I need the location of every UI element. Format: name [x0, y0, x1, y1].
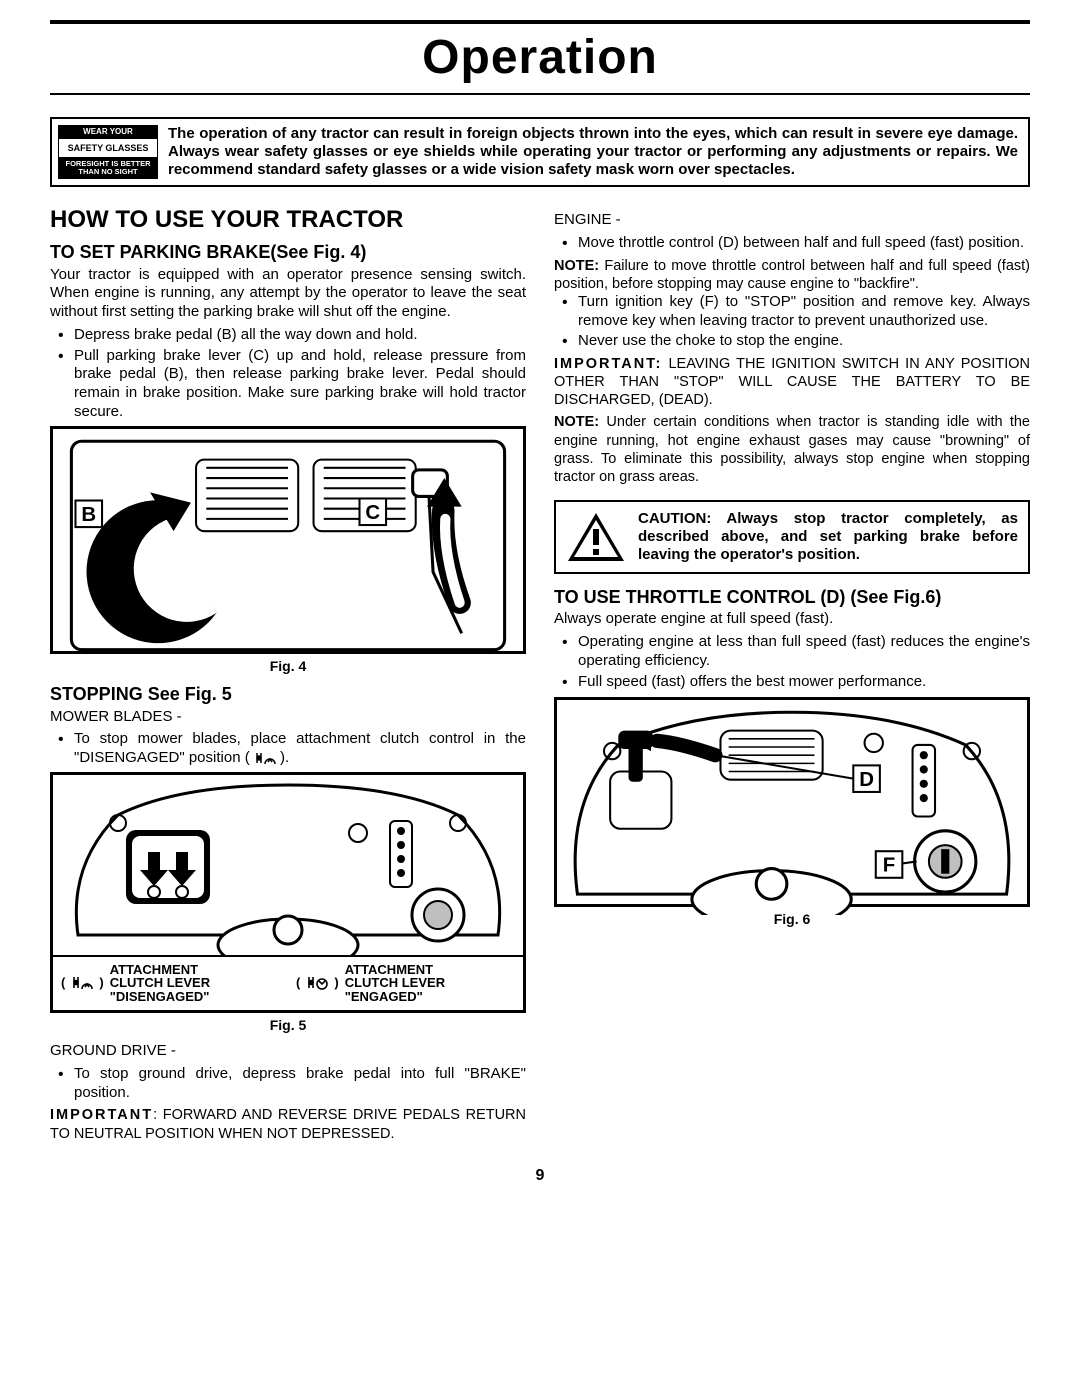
ground-drive-label: GROUND DRIVE - [50, 1042, 526, 1061]
engine-note-text: Failure to move throttle control between… [554, 258, 1030, 292]
fig5-label-right: ( ) ATTACHMENT CLUTCH LEVER "ENGAGED" [288, 957, 523, 1010]
clutch-engaged-icon [306, 974, 328, 992]
throttle-bullets: Operating engine at less than full speed… [554, 633, 1030, 691]
ignition-important: IMPORTANT: LEAVING THE IGNITION SWITCH I… [554, 355, 1030, 409]
throttle-heading: TO USE THROTTLE CONTROL (D) (See Fig.6) [554, 586, 1030, 609]
mower-b1-tail: ). [280, 749, 289, 766]
parking-brake-heading: TO SET PARKING BRAKE(See Fig. 4) [50, 241, 526, 264]
engine-bullets-2: Turn ignition key (F) to "STOP" position… [554, 293, 1030, 351]
important-label: IMPORTANT: [554, 356, 662, 372]
list-item: Move throttle control (D) between half a… [554, 234, 1030, 253]
safety-glasses-badge: WEAR YOUR SAFETY GLASSES FORESIGHT IS BE… [58, 125, 158, 179]
right-column: ENGINE - Move throttle control (D) betwe… [554, 205, 1030, 1143]
stopping-heading: STOPPING See Fig. 5 [50, 683, 526, 706]
clutch-disengaged-icon [71, 974, 93, 992]
browning-note: NOTE: Under certain conditions when trac… [554, 413, 1030, 486]
fig5-left-text: ATTACHMENT CLUTCH LEVER "DISENGAGED" [110, 963, 210, 1004]
list-item: To stop mower blades, place attachment c… [50, 730, 526, 768]
fig4-caption: Fig. 4 [50, 658, 526, 676]
figure-4: B C [50, 426, 526, 654]
fig5-label-left: ( ) ATTACHMENT CLUTCH LEVER "DISENGAGED" [53, 957, 288, 1010]
badge-top: WEAR YOUR [58, 125, 158, 138]
two-column-layout: HOW TO USE YOUR TRACTOR TO SET PARKING B… [50, 205, 1030, 1143]
badge-bot: FORESIGHT IS BETTER THAN NO SIGHT [58, 158, 158, 179]
left-column: HOW TO USE YOUR TRACTOR TO SET PARKING B… [50, 205, 526, 1143]
label-close-paren: ) [99, 975, 103, 991]
mower-blades-label: MOWER BLADES - [50, 708, 526, 727]
safety-text: The operation of any tractor can result … [168, 125, 1018, 179]
fig6-label-f: F [883, 855, 895, 877]
note2-text: Under certain conditions when tractor is… [554, 414, 1030, 484]
list-item: Pull parking brake lever (C) up and hold… [50, 347, 526, 422]
section-heading: HOW TO USE YOUR TRACTOR [50, 205, 526, 235]
figure-6: D F [554, 697, 1030, 907]
fig6-caption: Fig. 6 [554, 911, 1030, 929]
fig4-label-b: B [81, 503, 96, 525]
fig5-caption: Fig. 5 [50, 1017, 526, 1035]
list-item: To stop ground drive, depress brake peda… [50, 1065, 526, 1103]
parking-intro: Your tractor is equipped with an operato… [50, 266, 526, 322]
list-item: Full speed (fast) offers the best mower … [554, 673, 1030, 692]
t: "ENGAGED" [345, 989, 423, 1004]
label-close-paren: ) [334, 975, 338, 991]
list-item: Never use the choke to stop the engine. [554, 332, 1030, 351]
fig5-right-text: ATTACHMENT CLUTCH LEVER "ENGAGED" [345, 963, 445, 1004]
safety-warning-box: WEAR YOUR SAFETY GLASSES FORESIGHT IS BE… [50, 117, 1030, 187]
fig6-label-d: D [859, 769, 874, 791]
mower-bullets: To stop mower blades, place attachment c… [50, 730, 526, 768]
figure-5: ( ) ATTACHMENT CLUTCH LEVER "DISENGAGED" [50, 772, 526, 1013]
page-title: Operation [50, 30, 1030, 85]
ground-important: IMPORTANT: FORWARD AND REVERSE DRIVE PED… [50, 1106, 526, 1142]
fig4-svg: B C [53, 429, 523, 662]
clutch-disengaged-icon [254, 750, 276, 766]
fig4-label-c: C [365, 501, 380, 523]
list-item: Turn ignition key (F) to "STOP" position… [554, 293, 1030, 331]
t: "DISENGAGED" [110, 989, 210, 1004]
parking-bullets: Depress brake pedal (B) all the way down… [50, 326, 526, 422]
list-item: Depress brake pedal (B) all the way down… [50, 326, 526, 345]
title-wrap: Operation [50, 30, 1030, 85]
engine-bullets-1: Move throttle control (D) between half a… [554, 234, 1030, 253]
note-label: NOTE: [554, 414, 599, 430]
mower-b1-text: To stop mower blades, place attachment c… [74, 730, 526, 766]
engine-label: ENGINE - [554, 211, 1030, 230]
top-rule [50, 20, 1030, 24]
label-open-paren: ( [296, 975, 300, 991]
fig5-svg [53, 775, 523, 955]
throttle-intro: Always operate engine at full speed (fas… [554, 610, 1030, 629]
important-label: IMPORTANT [50, 1107, 153, 1123]
caution-box: CAUTION: Always stop tractor completely,… [554, 500, 1030, 574]
list-item: Operating engine at less than full speed… [554, 633, 1030, 671]
engine-note: NOTE: Failure to move throttle control b… [554, 257, 1030, 293]
ground-bullets: To stop ground drive, depress brake peda… [50, 1065, 526, 1103]
badge-mid: SAFETY GLASSES [58, 138, 158, 158]
fig5-label-row: ( ) ATTACHMENT CLUTCH LEVER "DISENGAGED" [53, 955, 523, 1010]
caution-text: CAUTION: Always stop tractor completely,… [638, 510, 1018, 564]
label-open-paren: ( [61, 975, 65, 991]
warning-triangle-icon [566, 511, 626, 563]
note-label: NOTE: [554, 258, 599, 274]
page-number: 9 [50, 1167, 1030, 1185]
title-underline [50, 93, 1030, 95]
fig6-svg: D F [557, 700, 1027, 915]
